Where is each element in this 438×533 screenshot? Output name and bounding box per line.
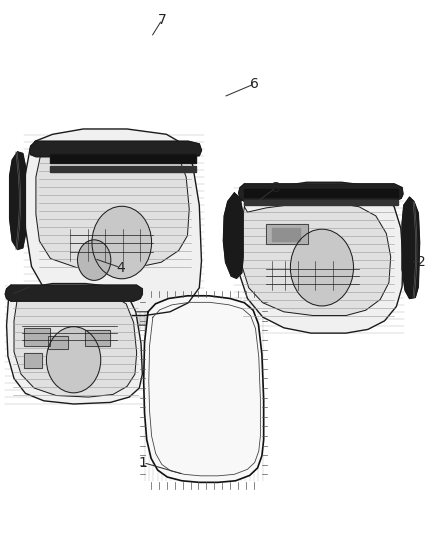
Text: 4: 4 [116,261,125,274]
Polygon shape [10,152,25,249]
Polygon shape [239,184,403,201]
Polygon shape [234,182,403,333]
Polygon shape [24,129,201,316]
Bar [24,353,42,368]
Polygon shape [144,296,264,482]
Polygon shape [42,312,223,332]
Bar [48,336,68,349]
Polygon shape [14,292,137,397]
Bar [48,336,68,349]
Text: 3: 3 [272,181,280,195]
Bar [266,224,308,244]
Bar [85,330,110,346]
Polygon shape [5,285,142,301]
Polygon shape [240,203,391,316]
Bar [272,228,300,241]
Polygon shape [223,193,243,278]
Circle shape [290,229,353,306]
Bar [24,328,50,346]
Bar [244,200,398,205]
Bar [266,224,308,244]
Bar [50,154,196,163]
Polygon shape [36,144,189,268]
Text: 6: 6 [251,77,259,91]
Text: 7: 7 [158,13,166,27]
Polygon shape [30,141,201,157]
Circle shape [78,240,111,280]
Circle shape [92,206,152,279]
Circle shape [46,327,101,393]
Bar [50,154,196,163]
Polygon shape [7,284,142,404]
Text: 2: 2 [417,255,426,269]
Bar [24,328,50,346]
Polygon shape [402,197,420,298]
Text: 5: 5 [6,288,15,302]
Bar [244,189,398,197]
Bar [85,330,110,346]
Bar [24,353,42,368]
Bar [50,166,196,172]
Text: 1: 1 [139,456,148,470]
